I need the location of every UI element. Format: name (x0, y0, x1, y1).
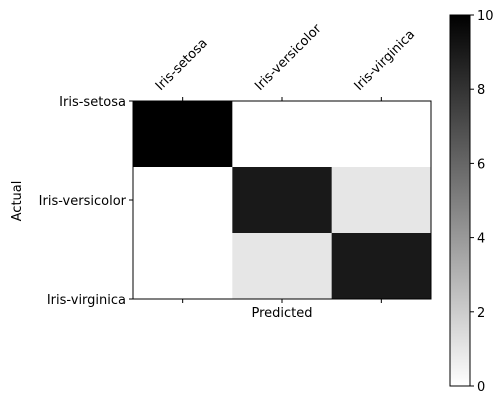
x-bottom-ticks (183, 299, 382, 303)
y-tick-label: Iris-setosa (59, 95, 126, 110)
y-tick-label: Iris-versicolor (39, 194, 127, 209)
heatmap-cell (232, 167, 332, 234)
y-tick-label: Iris-virginica (47, 293, 126, 308)
heatmap-cell (332, 167, 432, 234)
heatmap-cell (133, 233, 233, 300)
colorbar-tick-label: 0 (477, 380, 485, 395)
colorbar (450, 15, 470, 386)
colorbar-tick-label: 10 (477, 9, 494, 24)
heatmap-cell (332, 101, 432, 168)
heatmap-cell (232, 233, 332, 300)
x-axis-label: Predicted (251, 306, 312, 321)
colorbar-tick-label: 6 (477, 157, 485, 172)
colorbar-tick-label: 2 (477, 306, 485, 321)
heatmap-cells (133, 101, 432, 300)
x-tick-label: Iris-setosa (153, 36, 211, 94)
x-tick-label: Iris-virginica (352, 27, 419, 94)
y-tick-labels: Iris-setosa Iris-versicolor Iris-virginica (39, 95, 133, 308)
x-tick-labels: Iris-setosa Iris-versicolor Iris-virginica (153, 21, 418, 101)
colorbar-ticks: 0 2 4 6 8 10 (470, 9, 494, 395)
colorbar-tick-label: 8 (477, 83, 485, 98)
heatmap-cell (133, 167, 233, 234)
colorbar-tick-label: 4 (477, 232, 485, 247)
heatmap-cell (332, 233, 432, 300)
x-tick-label: Iris-versicolor (252, 21, 325, 94)
heatmap-cell (232, 101, 332, 168)
y-axis-label: Actual (10, 181, 25, 222)
heatmap-cell (133, 101, 233, 168)
